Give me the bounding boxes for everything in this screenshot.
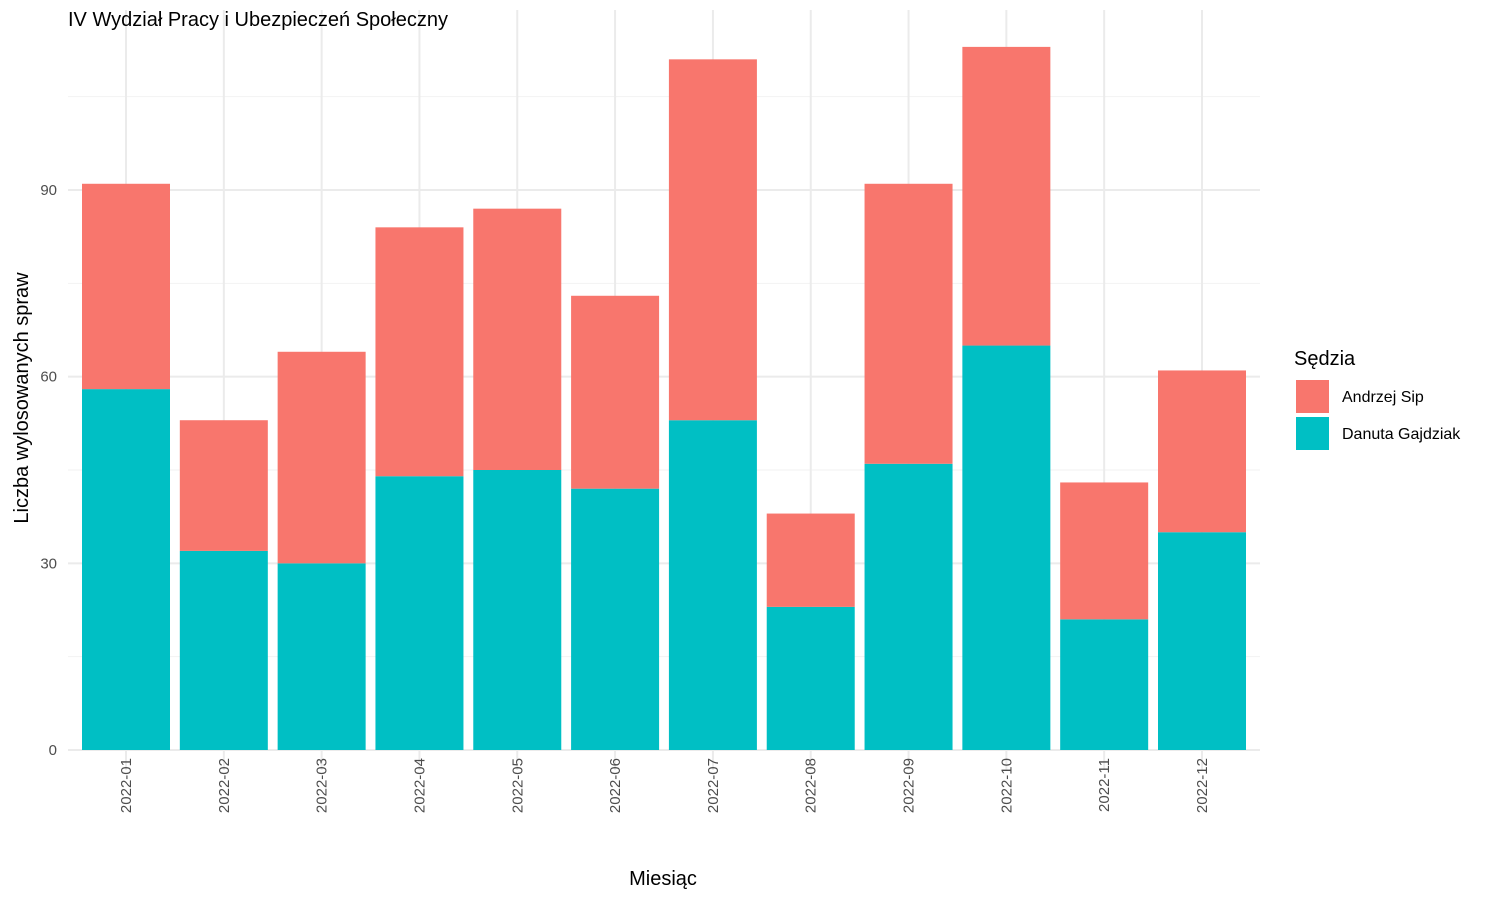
legend-label: Andrzej Sip — [1342, 389, 1424, 406]
bar-segment — [668, 420, 757, 750]
y-tick-label: 0 — [49, 742, 57, 759]
x-axis-ticks: 2022-01 2022-02 2022-03 2022-04 2022-05 2022-… — [118, 758, 1211, 813]
x-tick-label: 2022-04 — [411, 758, 428, 813]
bar-segment — [668, 59, 757, 421]
bar-segment — [473, 470, 562, 750]
x-tick-label: 2022-06 — [607, 758, 624, 813]
bar-segment — [766, 606, 855, 750]
legend-title: Sędzia — [1294, 348, 1356, 370]
bar-segment — [179, 550, 268, 750]
y-tick-label: 30 — [40, 555, 57, 572]
bar-segment — [82, 389, 170, 750]
x-tick-label: 2022-12 — [1194, 758, 1211, 813]
y-tick-label: 90 — [40, 182, 57, 199]
bar-segment — [766, 513, 855, 607]
bar-segment — [571, 488, 660, 750]
y-axis-ticks: 0 30 60 90 — [40, 182, 57, 759]
bar-segment — [1060, 619, 1149, 750]
bars — [82, 46, 1246, 750]
chart-title: IV Wydział Pracy i Ubezpieczeń Społeczny — [68, 9, 448, 31]
bar-segment — [864, 183, 953, 464]
x-tick-label: 2022-09 — [901, 758, 918, 813]
bar-segment — [1158, 532, 1246, 750]
bar-segment — [962, 345, 1051, 750]
bar-segment — [375, 476, 464, 750]
bar-segment — [277, 351, 366, 564]
legend-key — [1296, 417, 1329, 450]
x-tick-label: 2022-11 — [1096, 758, 1113, 812]
x-tick-label: 2022-10 — [998, 758, 1015, 813]
bar-segment — [473, 208, 562, 470]
x-tick-label: 2022-03 — [314, 758, 331, 813]
bar-segment — [375, 227, 464, 477]
x-tick-label: 2022-08 — [803, 758, 820, 813]
x-tick-label: 2022-02 — [216, 758, 233, 813]
bar-segment — [82, 183, 170, 390]
bar-segment — [1060, 482, 1149, 620]
bar-segment — [864, 463, 953, 750]
y-axis-title: Liczba wylosowanych spraw — [11, 272, 33, 524]
legend-key — [1296, 380, 1329, 413]
x-tick-label: 2022-01 — [118, 758, 135, 813]
x-tick-label: 2022-07 — [705, 758, 722, 813]
bar-segment — [1158, 370, 1246, 533]
y-tick-label: 60 — [40, 369, 57, 386]
x-tick-label: 2022-05 — [509, 758, 526, 813]
legend: Sędzia Andrzej Sip Danuta Gajdziak — [1294, 348, 1461, 450]
bar-segment — [179, 420, 268, 551]
bar-segment — [277, 563, 366, 750]
x-axis-title: Miesiąc — [629, 868, 697, 890]
bar-segment — [962, 46, 1051, 346]
legend-label: Danuta Gajdziak — [1342, 426, 1461, 443]
bar-segment — [571, 295, 660, 489]
